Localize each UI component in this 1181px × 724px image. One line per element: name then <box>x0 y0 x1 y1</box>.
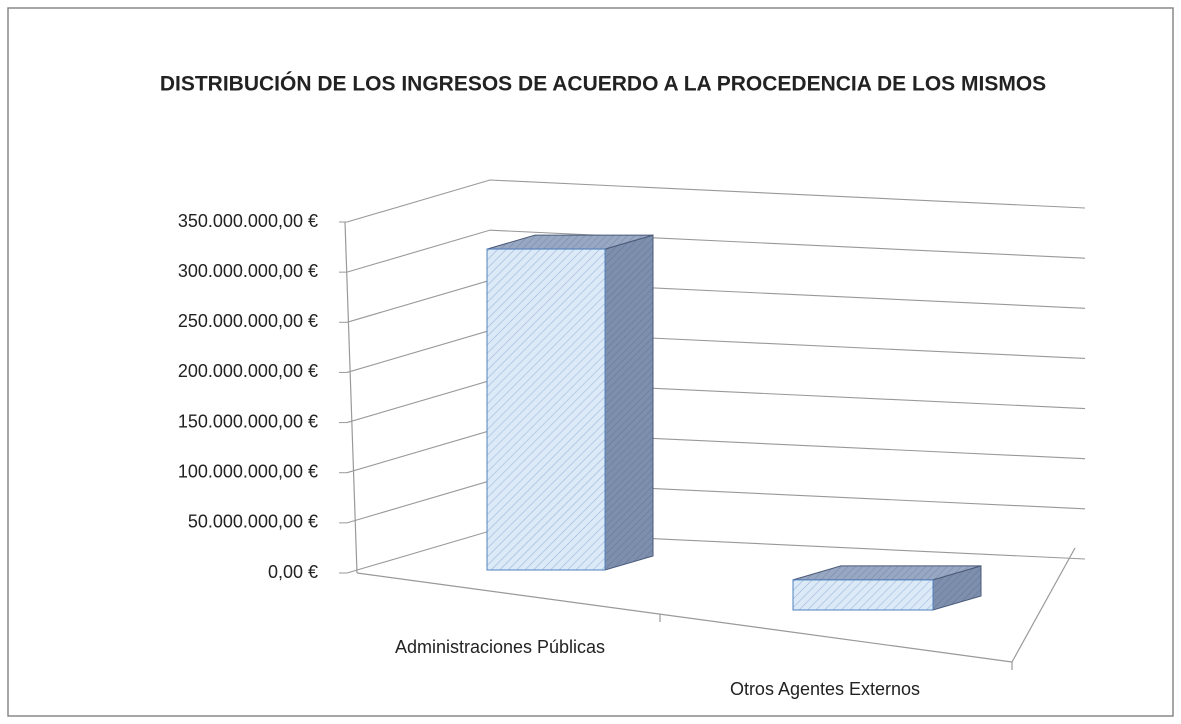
bar-side <box>604 234 654 571</box>
y-tick-label: 350.000.000,00 € <box>178 211 318 231</box>
y-tick-label: 50.000.000,00 € <box>188 512 318 532</box>
y-tick-label: 100.000.000,00 € <box>178 461 318 481</box>
grid-line <box>346 229 1086 273</box>
chart-title: DISTRIBUCIÓN DE LOS INGRESOS DE ACUERDO … <box>160 72 1046 96</box>
y-tick-label: 250.000.000,00 € <box>178 311 318 331</box>
x-tick-label: Otros Agentes Externos <box>730 679 920 699</box>
y-tick-label: 150.000.000,00 € <box>178 411 318 431</box>
x-tick-label: Administraciones Públicas <box>395 637 605 657</box>
y-tick-label: 200.000.000,00 € <box>178 361 318 381</box>
floor <box>344 221 1076 670</box>
y-tick-label: 300.000.000,00 € <box>178 261 318 281</box>
bar-front <box>486 248 606 571</box>
bar-front <box>792 579 934 611</box>
y-tick-label: 0,00 € <box>268 562 318 582</box>
grid-line <box>346 179 1086 223</box>
